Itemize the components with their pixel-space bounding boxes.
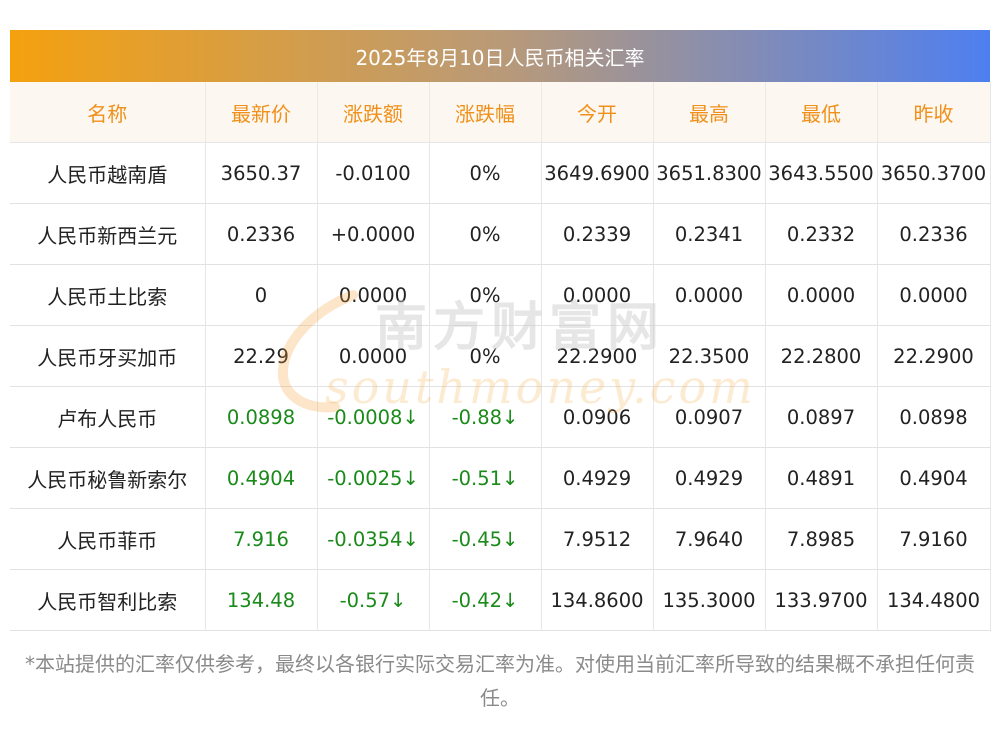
change-percent: 0% (429, 142, 542, 204)
latest-price: 0 (205, 264, 318, 326)
table-header-row: 名称 最新价 涨跌额 涨跌幅 今开 最高 最低 昨收 (10, 82, 991, 143)
column-header-change-pct: 涨跌幅 (429, 82, 542, 143)
change-percent: 0% (429, 264, 542, 326)
open-price: 0.0906 (541, 386, 654, 448)
column-header-name: 名称 (10, 82, 206, 143)
latest-price: 7.916 (205, 508, 318, 570)
change-percent: -0.42↓ (429, 569, 542, 631)
low-price: 3643.5500 (765, 142, 878, 204)
currency-name: 人民币新西兰元 (10, 203, 206, 265)
high-price: 7.9640 (653, 508, 766, 570)
latest-price: 3650.37 (205, 142, 318, 204)
exchange-rate-table: 名称 最新价 涨跌额 涨跌幅 今开 最高 最低 昨收 人民币越南盾 3650.3… (10, 82, 991, 631)
latest-price: 134.48 (205, 569, 318, 631)
prev-close: 0.2336 (877, 203, 991, 265)
change-amount: -0.0025↓ (317, 447, 430, 509)
high-price: 0.2341 (653, 203, 766, 265)
change-amount: 0.0000 (317, 325, 430, 387)
change-percent: -0.45↓ (429, 508, 542, 570)
high-price: 0.0000 (653, 264, 766, 326)
disclaimer-text: *本站提供的汇率仅供参考，最终以各银行实际交易汇率为准。对使用当前汇率所导致的结… (25, 652, 975, 710)
prev-close: 7.9160 (877, 508, 991, 570)
column-header-low: 最低 (765, 82, 878, 143)
latest-price: 0.0898 (205, 386, 318, 448)
prev-close: 0.0898 (877, 386, 991, 448)
currency-name: 人民币牙买加币 (10, 325, 206, 387)
currency-name: 人民币智利比索 (10, 569, 206, 631)
open-price: 0.2339 (541, 203, 654, 265)
prev-close: 134.4800 (877, 569, 991, 631)
prev-close: 0.0000 (877, 264, 991, 326)
change-percent: 0% (429, 325, 542, 387)
high-price: 0.0907 (653, 386, 766, 448)
column-header-change: 涨跌额 (317, 82, 430, 143)
column-header-latest: 最新价 (205, 82, 318, 143)
change-amount: -0.0100 (317, 142, 430, 204)
latest-price: 0.2336 (205, 203, 318, 265)
open-price: 7.9512 (541, 508, 654, 570)
currency-name: 人民币土比索 (10, 264, 206, 326)
low-price: 0.4891 (765, 447, 878, 509)
table-row: 卢布人民币 0.0898 -0.0008↓ -0.88↓ 0.0906 0.09… (10, 386, 991, 448)
low-price: 22.2800 (765, 325, 878, 387)
table-row: 人民币新西兰元 0.2336 +0.0000 0% 0.2339 0.2341 … (10, 203, 991, 265)
change-percent: -0.88↓ (429, 386, 542, 448)
currency-name: 人民币越南盾 (10, 142, 206, 204)
low-price: 0.0897 (765, 386, 878, 448)
currency-name: 人民币秘鲁新索尔 (10, 447, 206, 509)
latest-price: 22.29 (205, 325, 318, 387)
table-title: 2025年8月10日人民币相关汇率 (355, 45, 645, 70)
low-price: 0.0000 (765, 264, 878, 326)
table-row: 人民币秘鲁新索尔 0.4904 -0.0025↓ -0.51↓ 0.4929 0… (10, 447, 991, 509)
table-row: 人民币菲币 7.916 -0.0354↓ -0.45↓ 7.9512 7.964… (10, 508, 991, 570)
change-percent: -0.51↓ (429, 447, 542, 509)
table-row: 人民币智利比索 134.48 -0.57↓ -0.42↓ 134.8600 13… (10, 569, 991, 631)
high-price: 3651.8300 (653, 142, 766, 204)
open-price: 134.8600 (541, 569, 654, 631)
low-price: 7.8985 (765, 508, 878, 570)
column-header-open: 今开 (541, 82, 654, 143)
change-amount: -0.0008↓ (317, 386, 430, 448)
change-amount: +0.0000 (317, 203, 430, 265)
prev-close: 3650.3700 (877, 142, 991, 204)
table-row: 人民币牙买加币 22.29 0.0000 0% 22.2900 22.3500 … (10, 325, 991, 387)
low-price: 0.2332 (765, 203, 878, 265)
low-price: 133.9700 (765, 569, 878, 631)
table-title-bar: 2025年8月10日人民币相关汇率 (10, 30, 990, 82)
latest-price: 0.4904 (205, 447, 318, 509)
currency-name: 卢布人民币 (10, 386, 206, 448)
prev-close: 22.2900 (877, 325, 991, 387)
high-price: 135.3000 (653, 569, 766, 631)
currency-name: 人民币菲币 (10, 508, 206, 570)
open-price: 3649.6900 (541, 142, 654, 204)
change-amount: -0.0354↓ (317, 508, 430, 570)
high-price: 22.3500 (653, 325, 766, 387)
prev-close: 0.4904 (877, 447, 991, 509)
table-row: 人民币土比索 0 0.0000 0% 0.0000 0.0000 0.0000 … (10, 264, 991, 326)
change-amount: 0.0000 (317, 264, 430, 326)
table-row: 人民币越南盾 3650.37 -0.0100 0% 3649.6900 3651… (10, 142, 991, 204)
column-header-prev-close: 昨收 (877, 82, 991, 143)
open-price: 0.0000 (541, 264, 654, 326)
change-amount: -0.57↓ (317, 569, 430, 631)
column-header-high: 最高 (653, 82, 766, 143)
change-percent: 0% (429, 203, 542, 265)
high-price: 0.4929 (653, 447, 766, 509)
open-price: 22.2900 (541, 325, 654, 387)
open-price: 0.4929 (541, 447, 654, 509)
